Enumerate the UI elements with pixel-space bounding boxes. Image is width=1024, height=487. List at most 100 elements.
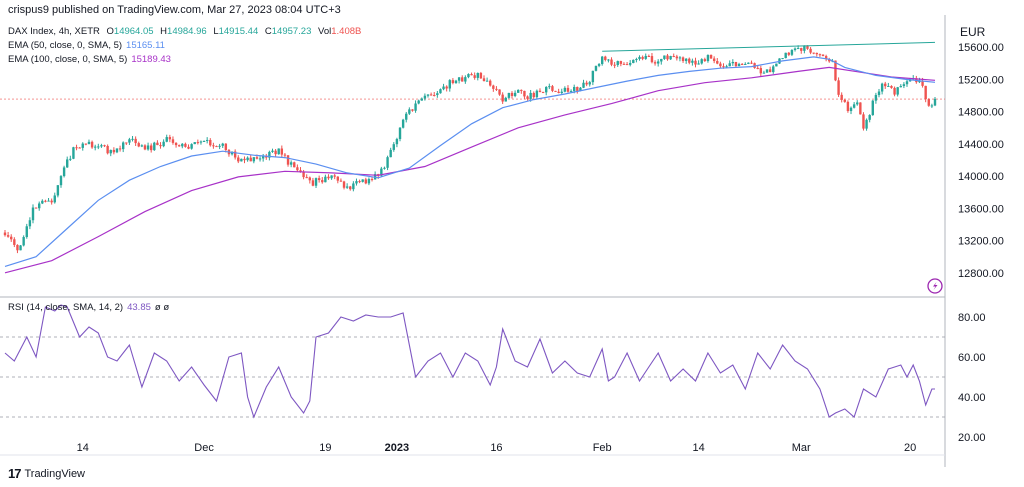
- time-tick-label: 19: [319, 442, 331, 454]
- candle-up: [849, 107, 853, 112]
- candle-down: [613, 64, 616, 66]
- candle-down: [84, 143, 88, 145]
- candle-down: [321, 180, 324, 183]
- candle-down: [296, 167, 299, 171]
- candle-down: [927, 99, 930, 106]
- candle-down: [576, 86, 579, 91]
- candle-down: [824, 56, 828, 60]
- candle-up: [638, 56, 641, 60]
- candle-up: [181, 143, 184, 147]
- candle-down: [541, 91, 545, 93]
- candle-down: [479, 72, 483, 79]
- time-tick-label: 16: [490, 442, 502, 454]
- candle-up: [607, 59, 610, 61]
- candle-up: [221, 143, 224, 146]
- candle-down: [482, 78, 486, 82]
- candle-up: [464, 77, 467, 82]
- candle-down: [554, 90, 557, 92]
- candle-down: [212, 145, 215, 147]
- candle-down: [610, 59, 613, 65]
- candle-up: [896, 87, 899, 95]
- candle-down: [16, 244, 19, 251]
- candle-down: [333, 175, 336, 177]
- low-value: 14915.44: [218, 26, 259, 37]
- candle-up: [146, 145, 150, 150]
- candle-up: [476, 72, 479, 78]
- candle-down: [837, 80, 840, 95]
- candle-up: [25, 226, 28, 238]
- candle-up: [765, 69, 769, 73]
- candle-up: [784, 52, 787, 59]
- candle-down: [112, 149, 116, 153]
- candle-up: [109, 149, 112, 154]
- candle-down: [134, 138, 137, 144]
- candle-up: [887, 85, 890, 87]
- candle-down: [538, 90, 542, 92]
- time-tick-label: Feb: [593, 442, 612, 454]
- candle-down: [672, 56, 675, 58]
- candle-up: [467, 74, 470, 78]
- open-value: 14964.05: [113, 26, 154, 37]
- ohlc-legend: DAX Index, 4h, XETR O14964.05 H14984.96 …: [8, 26, 361, 37]
- candle-up: [59, 176, 63, 186]
- brand-label: TradingView: [24, 467, 86, 480]
- candle-up: [871, 100, 874, 116]
- candle-up: [268, 151, 271, 158]
- candle-up: [728, 63, 731, 67]
- candle-down: [243, 158, 246, 161]
- candle-down: [13, 239, 16, 245]
- candle-up: [616, 61, 619, 66]
- candle-down: [492, 85, 495, 89]
- candle-down: [709, 54, 713, 59]
- rsi-tick-label: 40.00: [958, 392, 986, 404]
- candle-down: [249, 157, 252, 162]
- candle-down: [302, 172, 305, 178]
- candle-down: [650, 56, 654, 63]
- candle-up: [140, 145, 144, 147]
- candle-down: [78, 147, 81, 149]
- candle-up: [775, 63, 778, 67]
- candle-up: [485, 80, 489, 82]
- candle-up: [330, 175, 333, 179]
- candle-down: [840, 94, 843, 100]
- rsi-line: [4, 304, 935, 419]
- candle-up: [162, 141, 165, 147]
- candle-down: [675, 56, 679, 59]
- candle-up: [392, 144, 395, 150]
- candle-up: [744, 63, 747, 65]
- candle-down: [843, 99, 846, 102]
- volume-value: 1.408B: [331, 26, 362, 37]
- time-tick-label: 14: [692, 442, 704, 454]
- candle-up: [737, 63, 741, 67]
- candle-down: [237, 157, 240, 162]
- candle-down: [716, 61, 719, 64]
- candle-up: [632, 59, 635, 64]
- candle-down: [523, 90, 526, 97]
- candle-up: [202, 140, 206, 142]
- candle-up: [856, 102, 859, 105]
- candle-down: [681, 57, 685, 61]
- candle-up: [420, 98, 423, 101]
- candle-down: [34, 207, 38, 209]
- candle-up: [905, 81, 909, 85]
- candle-up: [656, 61, 660, 64]
- candle-up: [345, 186, 349, 188]
- time-tick-label: 2023: [385, 442, 409, 454]
- candle-down: [787, 52, 791, 55]
- ema50-value: 15165.11: [126, 40, 165, 51]
- candle-up: [56, 185, 60, 196]
- candle-up: [47, 200, 50, 202]
- candle-up: [414, 103, 417, 111]
- candle-down: [768, 69, 772, 73]
- candle-down: [473, 75, 476, 78]
- candle-down: [585, 82, 588, 85]
- candle-up: [193, 142, 196, 145]
- candle-up: [153, 142, 156, 151]
- footer-brand[interactable]: 17 TradingView: [8, 466, 85, 481]
- candle-up: [386, 157, 389, 168]
- candle-up: [706, 54, 710, 62]
- candle-up: [572, 86, 576, 92]
- candle-up: [395, 139, 399, 145]
- candle-down: [806, 45, 809, 49]
